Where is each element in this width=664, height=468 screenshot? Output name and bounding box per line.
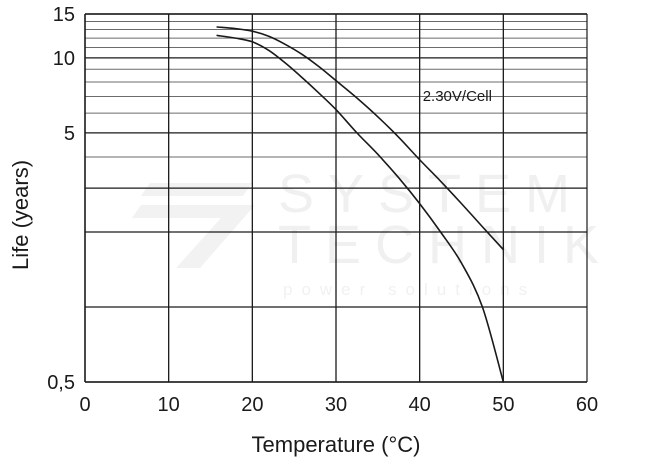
series-line-upper-curve	[216, 26, 505, 251]
data-series-group	[216, 26, 505, 383]
y-axis-title: Life (years)	[8, 160, 33, 270]
x-tick-label: 20	[241, 394, 263, 416]
x-tick-label: 0	[79, 394, 90, 416]
watermark-line2: TECHNIK	[278, 215, 613, 275]
x-axis-ticks: 0 10 20 30 40 50 60	[79, 394, 598, 416]
watermark-line1: SYSTEM	[278, 164, 584, 224]
chart-annotations: 2.30V/Cell	[423, 88, 492, 105]
y-tick-label: 15	[53, 4, 75, 26]
x-tick-label: 30	[325, 394, 347, 416]
x-tick-label: 60	[576, 394, 598, 416]
x-tick-label: 50	[492, 394, 514, 416]
x-tick-label: 10	[158, 394, 180, 416]
watermark: SYSTEM TECHNIK power solutions	[132, 164, 613, 299]
x-tick-label: 40	[409, 394, 431, 416]
y-tick-label: 0,5	[47, 372, 75, 394]
y-axis-ticks: 15 10 5 0,5	[47, 4, 75, 394]
watermark-line3: power solutions	[283, 280, 536, 299]
y-tick-label: 5	[64, 123, 75, 145]
vertical-gridlines	[168, 14, 504, 382]
x-axis-title: Temperature (°C)	[252, 432, 421, 457]
series-line-lower-curve	[216, 34, 505, 383]
y-tick-label: 10	[53, 48, 75, 70]
annotation-voltage-label: 2.30V/Cell	[423, 88, 492, 105]
